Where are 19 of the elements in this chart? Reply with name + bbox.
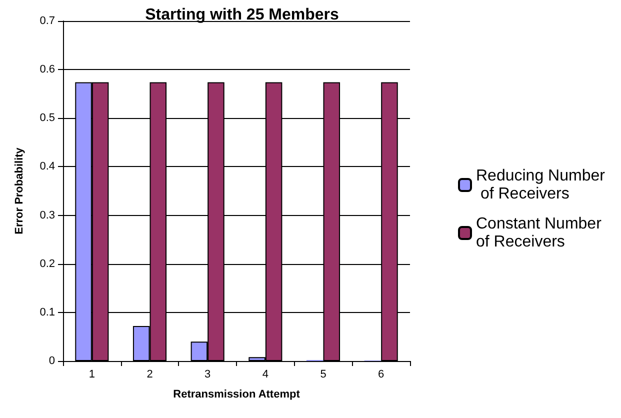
x-tick-label: 4	[262, 368, 268, 380]
y-tick-label: 0	[48, 355, 55, 367]
legend-label: Reducing Number of Receivers	[476, 168, 606, 202]
y-tick-label: 0.4	[40, 160, 55, 173]
x-tick-label: 3	[204, 368, 211, 380]
y-tick-label: 0.1	[40, 306, 55, 318]
y-tick-label: 0.2	[40, 258, 55, 270]
y-tick-label: 0.5	[40, 112, 55, 124]
x-tick-label: 5	[320, 368, 326, 380]
legend-label: Constant Number of Receivers	[476, 216, 606, 250]
x-tick-label: 6	[378, 368, 384, 380]
y-axis-title: Error Probability	[14, 146, 26, 234]
x-axis-title: Retransmission Attempt	[173, 388, 300, 400]
y-tick-label: 0.6	[40, 64, 55, 76]
x-tick-label: 1	[88, 368, 95, 380]
y-tick-label: 0.7	[40, 15, 55, 27]
y-tick-label: 0.3	[40, 209, 55, 222]
x-tick-label: 2	[146, 368, 153, 380]
chart-title: Starting with 25 Members	[145, 6, 340, 24]
